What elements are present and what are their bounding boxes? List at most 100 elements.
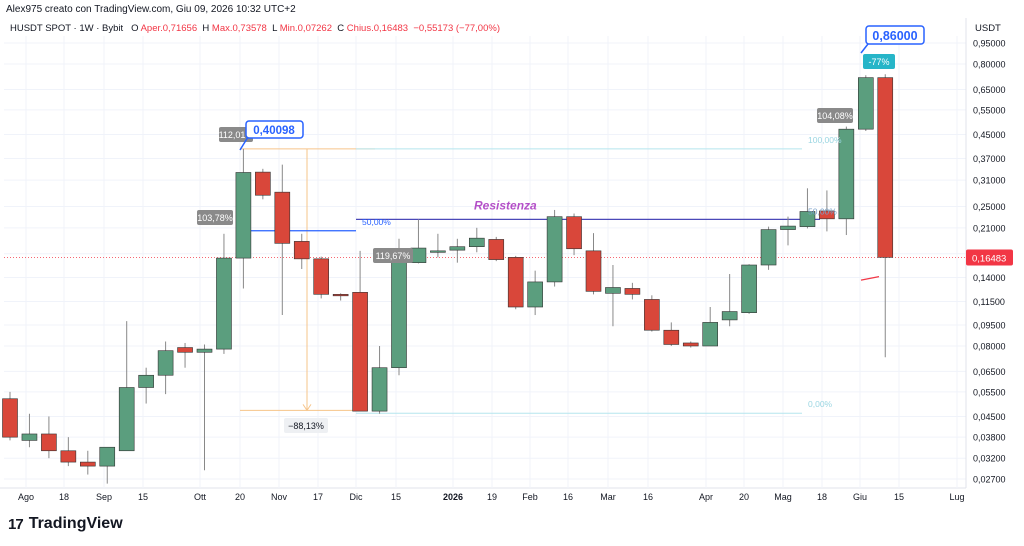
price-box-1-pointer bbox=[239, 136, 249, 151]
pct-label-2-bg bbox=[197, 210, 233, 225]
candle-up bbox=[760, 229, 777, 266]
candle-up bbox=[546, 216, 563, 283]
candle-down bbox=[293, 241, 310, 260]
fib-100-right-label: 100,00% bbox=[808, 135, 842, 145]
candle-up bbox=[118, 387, 135, 452]
chart-author-header: Alex975 creato con TradingView.com, Giu … bbox=[6, 4, 296, 15]
candle-up bbox=[468, 237, 485, 247]
candle-down bbox=[60, 450, 77, 463]
x-tick-label: 16 bbox=[643, 492, 653, 502]
candle-up bbox=[430, 250, 446, 253]
x-tick-label: 18 bbox=[59, 492, 69, 502]
candle-up bbox=[196, 348, 213, 353]
y-tick-label: 0,21000 bbox=[973, 223, 1006, 233]
candle-up bbox=[235, 172, 252, 259]
x-tick-label: Feb bbox=[522, 492, 538, 502]
candle-down bbox=[352, 292, 368, 412]
candle-up bbox=[702, 322, 719, 347]
tradingview-logo: 17 TradingView bbox=[8, 515, 123, 533]
x-tick-label: 16 bbox=[563, 492, 573, 502]
y-tick-label: 0,03200 bbox=[973, 454, 1006, 464]
x-tick-label: Apr bbox=[699, 492, 713, 502]
projection-line bbox=[860, 276, 880, 281]
candle-down bbox=[566, 216, 582, 250]
candle-up bbox=[99, 446, 116, 467]
y-tick-label: 0,25000 bbox=[973, 202, 1006, 212]
tradingview-logo-icon: 17 bbox=[8, 515, 24, 533]
candle-up bbox=[371, 367, 388, 412]
x-tick-label: Ago bbox=[18, 492, 34, 502]
y-tick-label: 0,95000 bbox=[973, 39, 1006, 49]
symbol-ohlc-line: HUSDT SPOT · 1W · Bybit O Aper.0,71656 H… bbox=[10, 23, 500, 34]
y-tick-label: 0,06500 bbox=[973, 367, 1006, 377]
pct-label-1: 112,01% bbox=[219, 130, 254, 140]
change-value: −0,55173 (−77,00%) bbox=[413, 23, 500, 34]
x-tick-label: Mar bbox=[600, 492, 616, 502]
candle-down bbox=[2, 398, 18, 438]
y-tick-label: 0,80000 bbox=[973, 60, 1006, 70]
candle-down bbox=[877, 77, 894, 258]
high-label: H bbox=[202, 23, 210, 34]
y-tick-label: 0,31000 bbox=[973, 176, 1006, 186]
candle-up bbox=[721, 311, 738, 321]
candle-up bbox=[527, 281, 543, 308]
y-tick-label: 0,08000 bbox=[973, 341, 1006, 351]
pct-label-3: 119,67% bbox=[376, 251, 411, 261]
candle-up bbox=[780, 225, 796, 230]
y-tick-label: 0,55000 bbox=[973, 105, 1006, 115]
candle-up bbox=[138, 374, 154, 388]
candle-down bbox=[644, 299, 660, 331]
high-value: Max.0,73578 bbox=[211, 23, 267, 34]
candle-down bbox=[507, 257, 524, 308]
y-tick-label: 0,37000 bbox=[973, 154, 1006, 164]
x-tick-label: 17 bbox=[313, 492, 323, 502]
low-label: L bbox=[272, 23, 278, 34]
close-label: C bbox=[337, 23, 345, 34]
pct-label-5-bg bbox=[863, 54, 895, 69]
candle-down bbox=[80, 461, 96, 467]
candle-down bbox=[488, 239, 505, 260]
candle-up bbox=[799, 211, 816, 227]
y-tick-label: 0,05500 bbox=[973, 387, 1006, 397]
x-tick-label: Lug bbox=[949, 492, 964, 502]
y-tick-label: 0,04500 bbox=[973, 412, 1006, 422]
x-tick-label: Ott bbox=[194, 492, 207, 502]
price-box-1-text: 0,40098 bbox=[253, 125, 295, 137]
candle-down bbox=[819, 210, 835, 220]
measure-label-bg bbox=[284, 418, 328, 433]
measure-arrow bbox=[302, 404, 312, 412]
candle-down bbox=[41, 433, 57, 452]
candle-down bbox=[313, 258, 330, 295]
y-tick-label: 0,03800 bbox=[973, 433, 1006, 443]
price-box-2 bbox=[865, 25, 925, 45]
candle-down bbox=[624, 288, 641, 295]
candle-up bbox=[410, 247, 427, 263]
close-value: Chius.0,16483 bbox=[346, 23, 409, 34]
candle-down bbox=[274, 191, 291, 244]
x-tick-label: 20 bbox=[739, 492, 749, 502]
candle-down bbox=[682, 342, 699, 347]
candle-up bbox=[391, 262, 407, 369]
x-tick-label: Mag bbox=[774, 492, 792, 502]
y-tick-label: 0,02700 bbox=[973, 475, 1006, 485]
y-tick-label: 0,45000 bbox=[973, 130, 1006, 140]
price-box-2-pointer bbox=[860, 43, 869, 54]
resistance-label: Resistenza bbox=[474, 198, 537, 212]
candle-down bbox=[585, 250, 602, 292]
measure-label: −88,13% bbox=[288, 421, 324, 431]
pct-label-5: -77% bbox=[868, 57, 889, 67]
open-label: O bbox=[131, 23, 139, 34]
pct-label-3-bg bbox=[373, 248, 413, 263]
y-tick-label: 0,65000 bbox=[973, 85, 1006, 95]
open-value: Aper.0,71656 bbox=[140, 23, 198, 34]
x-tick-label: 20 bbox=[235, 492, 245, 502]
price-box-2-text: 0,86000 bbox=[872, 29, 917, 43]
candle-down bbox=[663, 329, 680, 345]
symbol-name: HUSDT SPOT · 1W · Bybit bbox=[10, 23, 124, 34]
fib-50-right-label: 50,00% bbox=[808, 206, 837, 216]
price-box-1 bbox=[245, 120, 304, 139]
candle-up bbox=[857, 77, 874, 130]
x-tick-label: Giu bbox=[853, 492, 867, 502]
last-price-badge bbox=[966, 249, 1013, 266]
